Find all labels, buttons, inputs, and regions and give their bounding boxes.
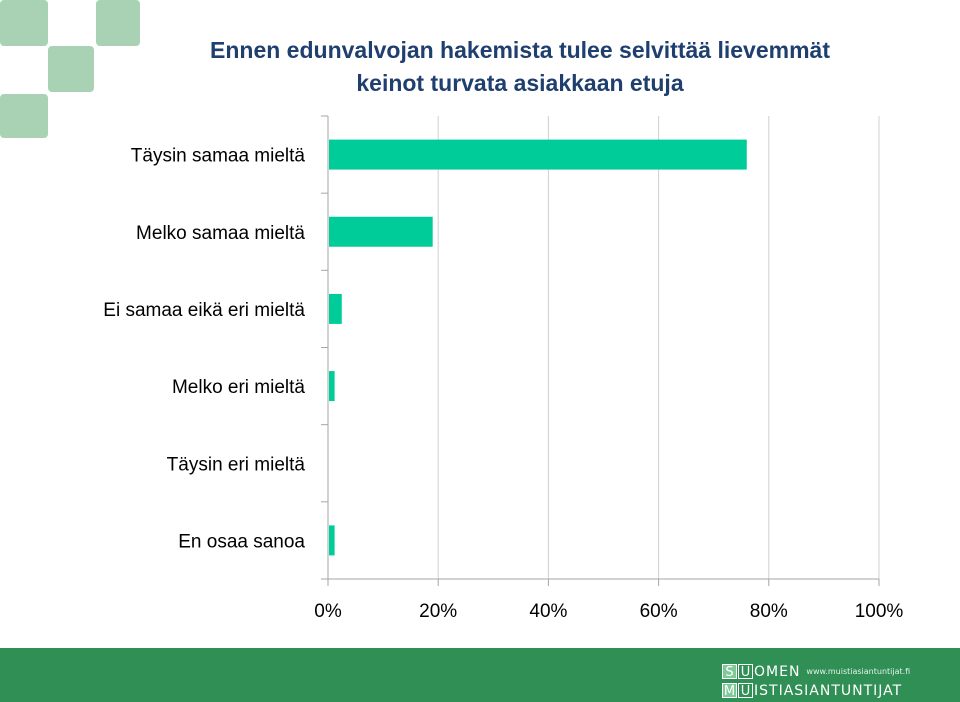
bar [329,525,335,556]
logo-letter-box: S [722,664,737,680]
bar [329,216,433,247]
category-label: Täysin samaa mieltä [131,146,306,167]
bar [329,371,335,402]
logo-letter-box: M [722,683,737,699]
x-tick-label: 100% [855,601,904,622]
category-label: En osaa sanoa [178,531,305,552]
logo-letter-box: U [738,664,753,680]
logo-text-line-2: ISTIASIANTUNTIJAT [754,682,903,699]
category-label: Ei samaa eikä eri mieltä [103,300,305,321]
logo-text-line-1: OMEN [754,663,801,680]
logo-letter-box: U [738,683,753,699]
decorative-square [0,0,48,46]
category-label: Melko eri mieltä [172,377,305,398]
chart-title: Ennen edunvalvojan hakemista tulee selvi… [120,34,920,100]
bar-chart: 0% 20% 40% 60% 80% 100% Täysin samaa mieltä Mel… [103,115,904,622]
bar [329,139,747,170]
decorative-square [96,0,140,46]
decorative-square [0,94,48,138]
x-tick-label: 20% [419,601,457,622]
logo-url: www.muistiasiantuntijat.fi [806,667,911,676]
decorative-square [48,46,94,92]
x-tick-label: 80% [750,601,788,622]
x-tick-label: 60% [640,601,678,622]
organization-logo: S U OMEN www.muistiasiantuntijat.fi M U … [722,663,952,699]
chart-title-line-1: Ennen edunvalvojan hakemista tulee selvi… [210,37,830,63]
x-tick-label: 0% [314,601,342,622]
footer-bar [0,648,960,702]
category-label: Täysin eri mieltä [167,454,306,475]
chart-title-line-2: keinot turvata asiakkaan etuja [356,70,684,96]
x-tick-label: 40% [529,601,567,622]
category-label: Melko samaa mieltä [136,223,305,244]
bar [329,293,342,324]
